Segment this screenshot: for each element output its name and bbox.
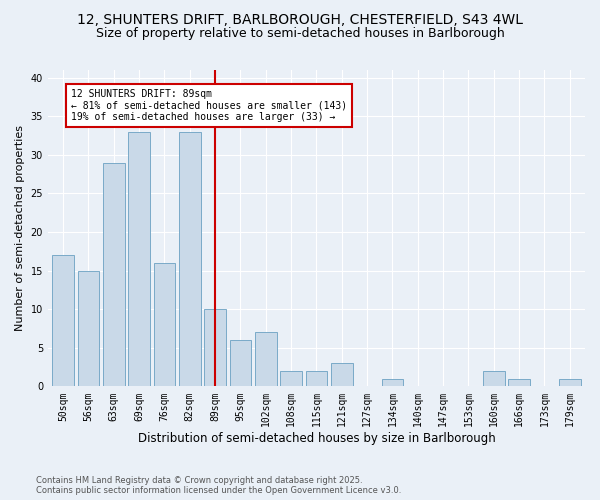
Bar	[103, 162, 125, 386]
Text: Size of property relative to semi-detached houses in Barlborough: Size of property relative to semi-detach…	[95, 28, 505, 40]
Text: 12, SHUNTERS DRIFT, BARLBOROUGH, CHESTERFIELD, S43 4WL: 12, SHUNTERS DRIFT, BARLBOROUGH, CHESTER…	[77, 12, 523, 26]
Bar	[331, 363, 353, 386]
X-axis label: Distribution of semi-detached houses by size in Barlborough: Distribution of semi-detached houses by …	[137, 432, 496, 445]
Bar	[230, 340, 251, 386]
Text: Contains HM Land Registry data © Crown copyright and database right 2025.
Contai: Contains HM Land Registry data © Crown c…	[36, 476, 401, 495]
Text: 12 SHUNTERS DRIFT: 89sqm
← 81% of semi-detached houses are smaller (143)
19% of : 12 SHUNTERS DRIFT: 89sqm ← 81% of semi-d…	[71, 90, 347, 122]
Bar	[77, 270, 99, 386]
Bar	[382, 378, 403, 386]
Y-axis label: Number of semi-detached properties: Number of semi-detached properties	[15, 125, 25, 331]
Bar	[128, 132, 150, 386]
Bar	[154, 263, 175, 386]
Bar	[280, 371, 302, 386]
Bar	[255, 332, 277, 386]
Bar	[52, 255, 74, 386]
Bar	[305, 371, 327, 386]
Bar	[179, 132, 200, 386]
Bar	[508, 378, 530, 386]
Bar	[559, 378, 581, 386]
Bar	[483, 371, 505, 386]
Bar	[205, 309, 226, 386]
